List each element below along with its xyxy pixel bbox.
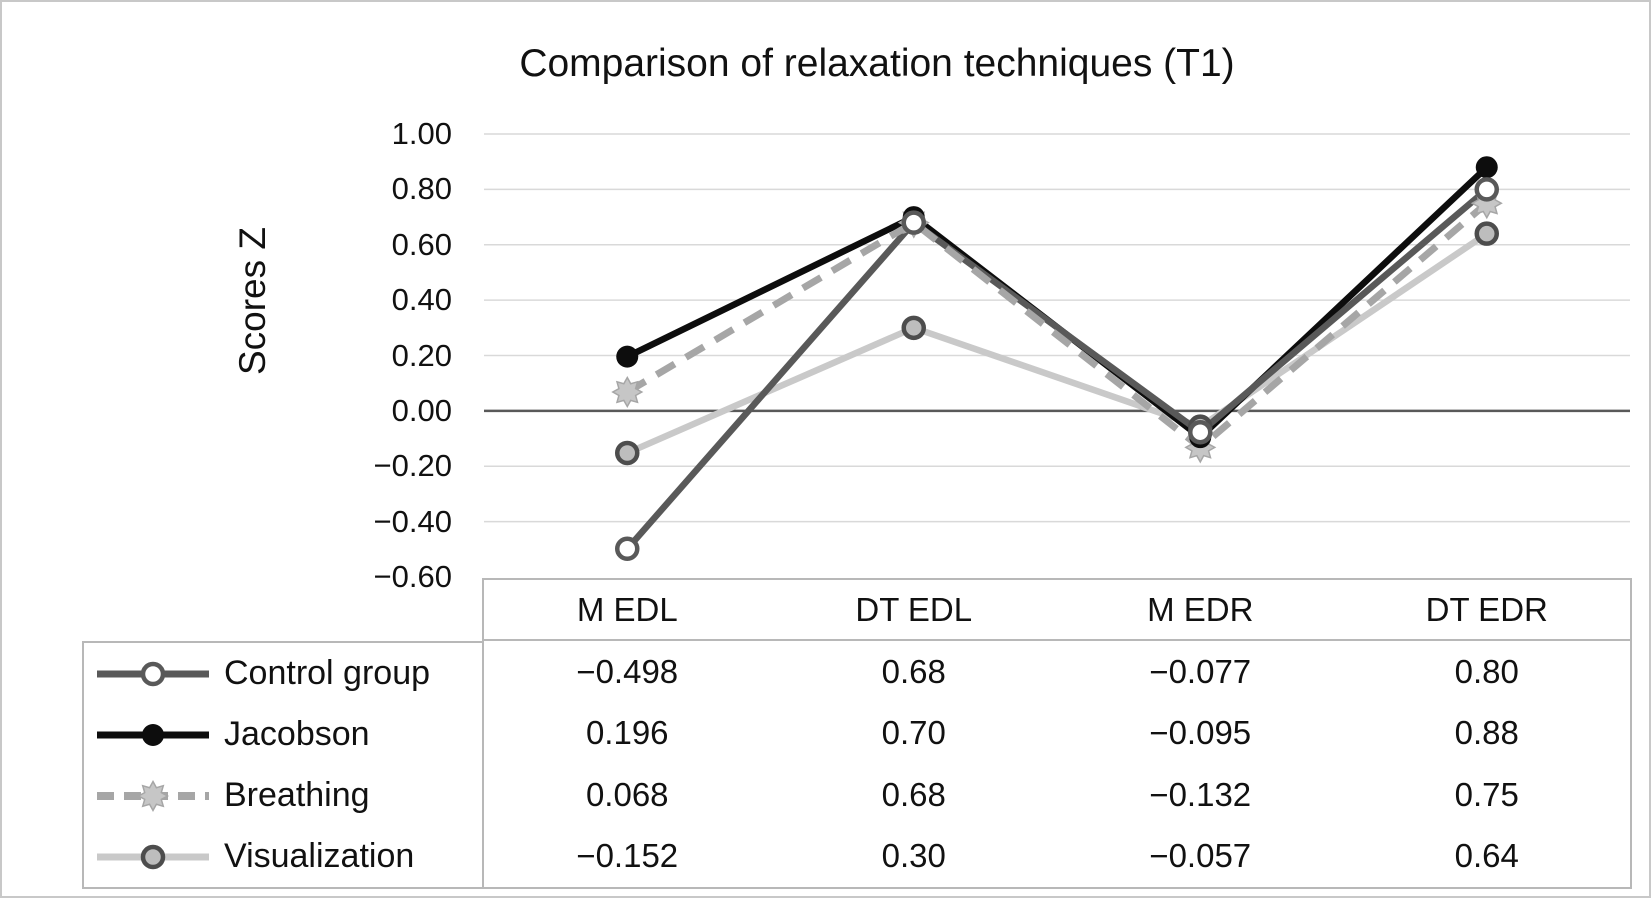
y-tick-label: 0.60: [391, 226, 452, 262]
table-value-cell: 0.70: [881, 714, 946, 752]
marker-open-circle: [1474, 177, 1499, 202]
marker-filled-circle: [1475, 156, 1498, 179]
table-value-cell: 0.68: [881, 652, 946, 690]
y-tick-label: 1.00: [391, 116, 452, 151]
legend-key-gear: [97, 779, 209, 812]
marker-gray-circle: [615, 440, 640, 466]
y-tick-label: 0.40: [391, 282, 452, 318]
table-value-cell: −0.152: [576, 837, 679, 875]
marker-filled-circle: [616, 345, 639, 368]
table-value-cell: 0.88: [1454, 714, 1519, 752]
series-line-control-group: [624, 186, 1489, 551]
marker-gray-circle: [140, 844, 166, 869]
marker-open-circle: [615, 536, 640, 562]
y-tick-label: 0.20: [391, 337, 452, 373]
legend-row-control-group: Control group: [84, 643, 482, 704]
legend-series-label: Control group: [224, 654, 431, 692]
table-header-cell: M EDL: [576, 590, 678, 628]
legend-row-breathing: Breathing: [84, 765, 482, 826]
table-header-row: M EDL DT EDL M EDR DT EDR: [482, 578, 1632, 641]
marker-open-circle: [140, 661, 166, 686]
table-value-cell: 0.80: [1454, 652, 1519, 690]
table-value-cell: −0.077: [1149, 652, 1252, 690]
legend-table: Control group Jacobson Breathing Visualizat…: [82, 641, 482, 889]
table-value-cell: −0.132: [1149, 775, 1252, 813]
y-tick-label: −0.40: [373, 503, 452, 539]
table-value-cell: 0.68: [881, 775, 946, 813]
marker-open-circle: [1188, 419, 1213, 445]
marker-filled-circle: [142, 723, 164, 746]
y-tick-label: −0.20: [373, 448, 452, 484]
y-tick-label: 0.00: [391, 392, 452, 428]
table-value-cell: 0.196: [585, 714, 669, 752]
table-values-grid: −0.498 0.68 −0.077 0.80 0.196 0.70 −0.095 0.88 0…: [482, 641, 1632, 889]
table-value-cell: −0.057: [1149, 837, 1252, 875]
y-tick-label: −0.60: [373, 559, 452, 594]
chart-title: Comparison of relaxation techniques (T1): [519, 42, 1235, 85]
legend-series-label: Jacobson: [224, 715, 370, 753]
series-line-breathing: [625, 200, 1490, 452]
legend-key-filled-circle: [97, 723, 209, 746]
series-line-visualization: [625, 231, 1489, 456]
legend-row-jacobson: Jacobson: [84, 704, 482, 765]
table-value-cell: 0.75: [1454, 775, 1519, 813]
legend-key-open-circle: [97, 661, 209, 686]
legend-row-visualization: Visualization: [84, 826, 482, 887]
legend-key-gray-circle: [97, 844, 209, 869]
table-value-cell: −0.498: [576, 652, 679, 690]
table-value-cell: 0.30: [881, 837, 946, 875]
table-value-cell: 0.64: [1454, 837, 1519, 875]
y-tick-label: 0.80: [391, 171, 452, 207]
table-value-cell: 0.068: [585, 775, 669, 813]
table-value-cell: −0.095: [1149, 714, 1252, 752]
table-header-cell: DT EDL: [855, 590, 973, 628]
legend-series-label: Breathing: [224, 776, 370, 814]
legend-series-label: Visualization: [224, 837, 415, 875]
table-header-cell: M EDR: [1147, 590, 1254, 628]
table-header-cell: DT EDR: [1425, 590, 1548, 628]
marker-gray-circle: [901, 315, 926, 341]
marker-open-circle: [901, 210, 926, 235]
marker-gray-circle: [1474, 221, 1499, 246]
marker-gear: [136, 779, 170, 812]
marker-gear: [611, 375, 644, 409]
